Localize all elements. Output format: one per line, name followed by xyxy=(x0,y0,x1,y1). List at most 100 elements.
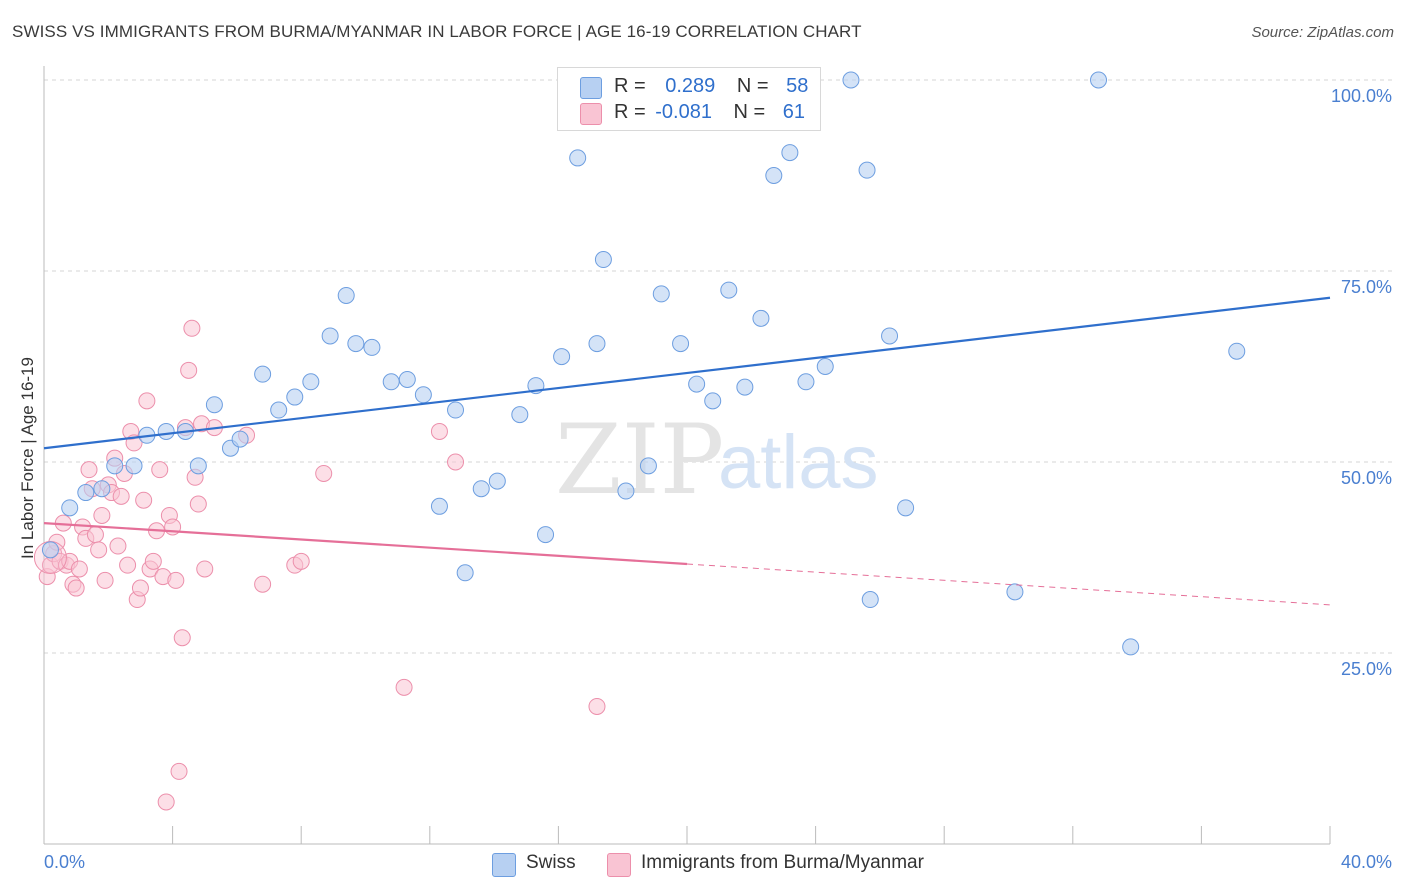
burma-point xyxy=(180,361,198,379)
legend-swatch-swiss xyxy=(580,77,602,99)
burma-point xyxy=(151,461,169,479)
swiss-point xyxy=(1228,342,1246,360)
legend-r-value-swiss: 0.289 xyxy=(665,75,716,97)
burma-point xyxy=(80,461,98,479)
burma-point xyxy=(86,526,104,544)
axes xyxy=(43,66,1331,845)
gridlines xyxy=(44,79,1393,654)
swiss-point xyxy=(617,482,635,500)
burma-point xyxy=(109,537,127,555)
burma-point xyxy=(395,678,413,696)
swiss-point xyxy=(106,457,124,475)
trend-line-burma-extrapolated xyxy=(686,563,1331,606)
y-axis-title: In Labor Force | Age 16-19 xyxy=(18,357,37,559)
swiss-point xyxy=(688,375,706,393)
burma-point xyxy=(112,487,130,505)
y-tick-label: 75.0% xyxy=(1340,277,1392,297)
burma-point xyxy=(173,629,191,647)
y-tick-label: 50.0% xyxy=(1340,468,1392,488)
swiss-point xyxy=(430,497,448,515)
burma-point xyxy=(144,552,162,570)
trend-line-swiss xyxy=(43,296,1331,450)
burma-point xyxy=(430,422,448,440)
burma-point xyxy=(67,579,85,597)
burma-point xyxy=(135,491,153,509)
legend-r-label: R = xyxy=(614,101,646,123)
burma-point xyxy=(131,579,149,597)
swiss-point xyxy=(189,457,207,475)
swiss-point xyxy=(414,386,432,404)
swiss-point xyxy=(472,480,490,498)
swiss-point xyxy=(765,167,783,184)
swiss-point xyxy=(382,373,400,391)
swiss-point xyxy=(205,396,223,414)
swiss-point xyxy=(456,564,474,582)
watermark: ZIP atlas xyxy=(555,404,879,516)
series-legend: Swiss Immigrants from Burma/Myanmar xyxy=(0,852,1406,878)
y-tick-label: 100.0% xyxy=(1330,86,1392,106)
swiss-point xyxy=(447,401,465,419)
legend-n-value-swiss: 58 xyxy=(786,75,809,97)
y-tick-label: 25.0% xyxy=(1340,659,1392,679)
swiss-point xyxy=(720,281,738,299)
swiss-point xyxy=(553,348,571,366)
swiss-point xyxy=(797,373,815,391)
swiss-point xyxy=(704,392,722,410)
legend-n-value-burma: 61 xyxy=(782,101,806,123)
swiss-point xyxy=(861,591,879,609)
swiss-point xyxy=(594,251,612,269)
swiss-point xyxy=(270,401,288,419)
burma-point xyxy=(292,552,310,570)
swiss-point xyxy=(337,286,355,304)
source-credit: Source: ZipAtlas.com xyxy=(1251,24,1394,41)
swiss-point xyxy=(781,144,799,162)
chart-title: SWISS VS IMMIGRANTS FROM BURMA/MYANMAR I… xyxy=(12,22,862,41)
burma-point xyxy=(90,541,108,559)
burma-point xyxy=(254,575,272,593)
burma-point xyxy=(70,560,88,578)
burma-point xyxy=(447,453,465,471)
burma-point xyxy=(93,506,111,524)
swiss-point xyxy=(1006,583,1024,601)
legend-label-swiss: Swiss xyxy=(526,852,576,873)
swiss-point xyxy=(321,327,339,345)
trend-lines xyxy=(43,296,1331,606)
correlation-legend: R = 0.289 N = 58 R = -0.081 N = 61 xyxy=(557,67,821,131)
swiss-point xyxy=(488,472,506,490)
burma-point xyxy=(119,556,137,574)
x-tick-label-max: 40.0% xyxy=(1340,852,1392,872)
swiss-point xyxy=(1122,638,1140,656)
swiss-point xyxy=(302,373,320,391)
swiss-point xyxy=(157,422,175,440)
swiss-point xyxy=(842,71,860,89)
legend-swatch-burma xyxy=(607,853,631,877)
swiss-point xyxy=(93,480,111,498)
swiss-point xyxy=(752,309,770,327)
swiss-point xyxy=(254,365,272,383)
swiss-point xyxy=(897,499,915,517)
swiss-point xyxy=(537,526,555,544)
swiss-point xyxy=(1090,71,1108,89)
burma-point xyxy=(96,571,114,589)
burma-point xyxy=(196,560,214,578)
legend-swatch-burma xyxy=(580,103,602,125)
swiss-point xyxy=(816,358,834,375)
x-tick-label-min: 0.0% xyxy=(44,852,86,872)
swiss-point xyxy=(398,370,416,388)
legend-label-burma: Immigrants from Burma/Myanmar xyxy=(641,852,924,873)
legend-r-value-burma: -0.081 xyxy=(655,101,712,123)
swiss-point xyxy=(881,327,899,345)
swiss-point xyxy=(588,335,606,353)
legend-swatch-swiss xyxy=(492,853,516,877)
swiss-point xyxy=(347,335,365,353)
swiss-point xyxy=(231,430,249,448)
burma-point xyxy=(138,392,156,410)
swiss-point xyxy=(41,541,59,559)
trend-line-burma xyxy=(43,522,688,566)
burma-point xyxy=(315,464,333,482)
swiss-point xyxy=(652,285,670,303)
burma-point xyxy=(157,793,175,811)
series-burma-points xyxy=(33,319,606,811)
swiss-point xyxy=(736,378,754,396)
